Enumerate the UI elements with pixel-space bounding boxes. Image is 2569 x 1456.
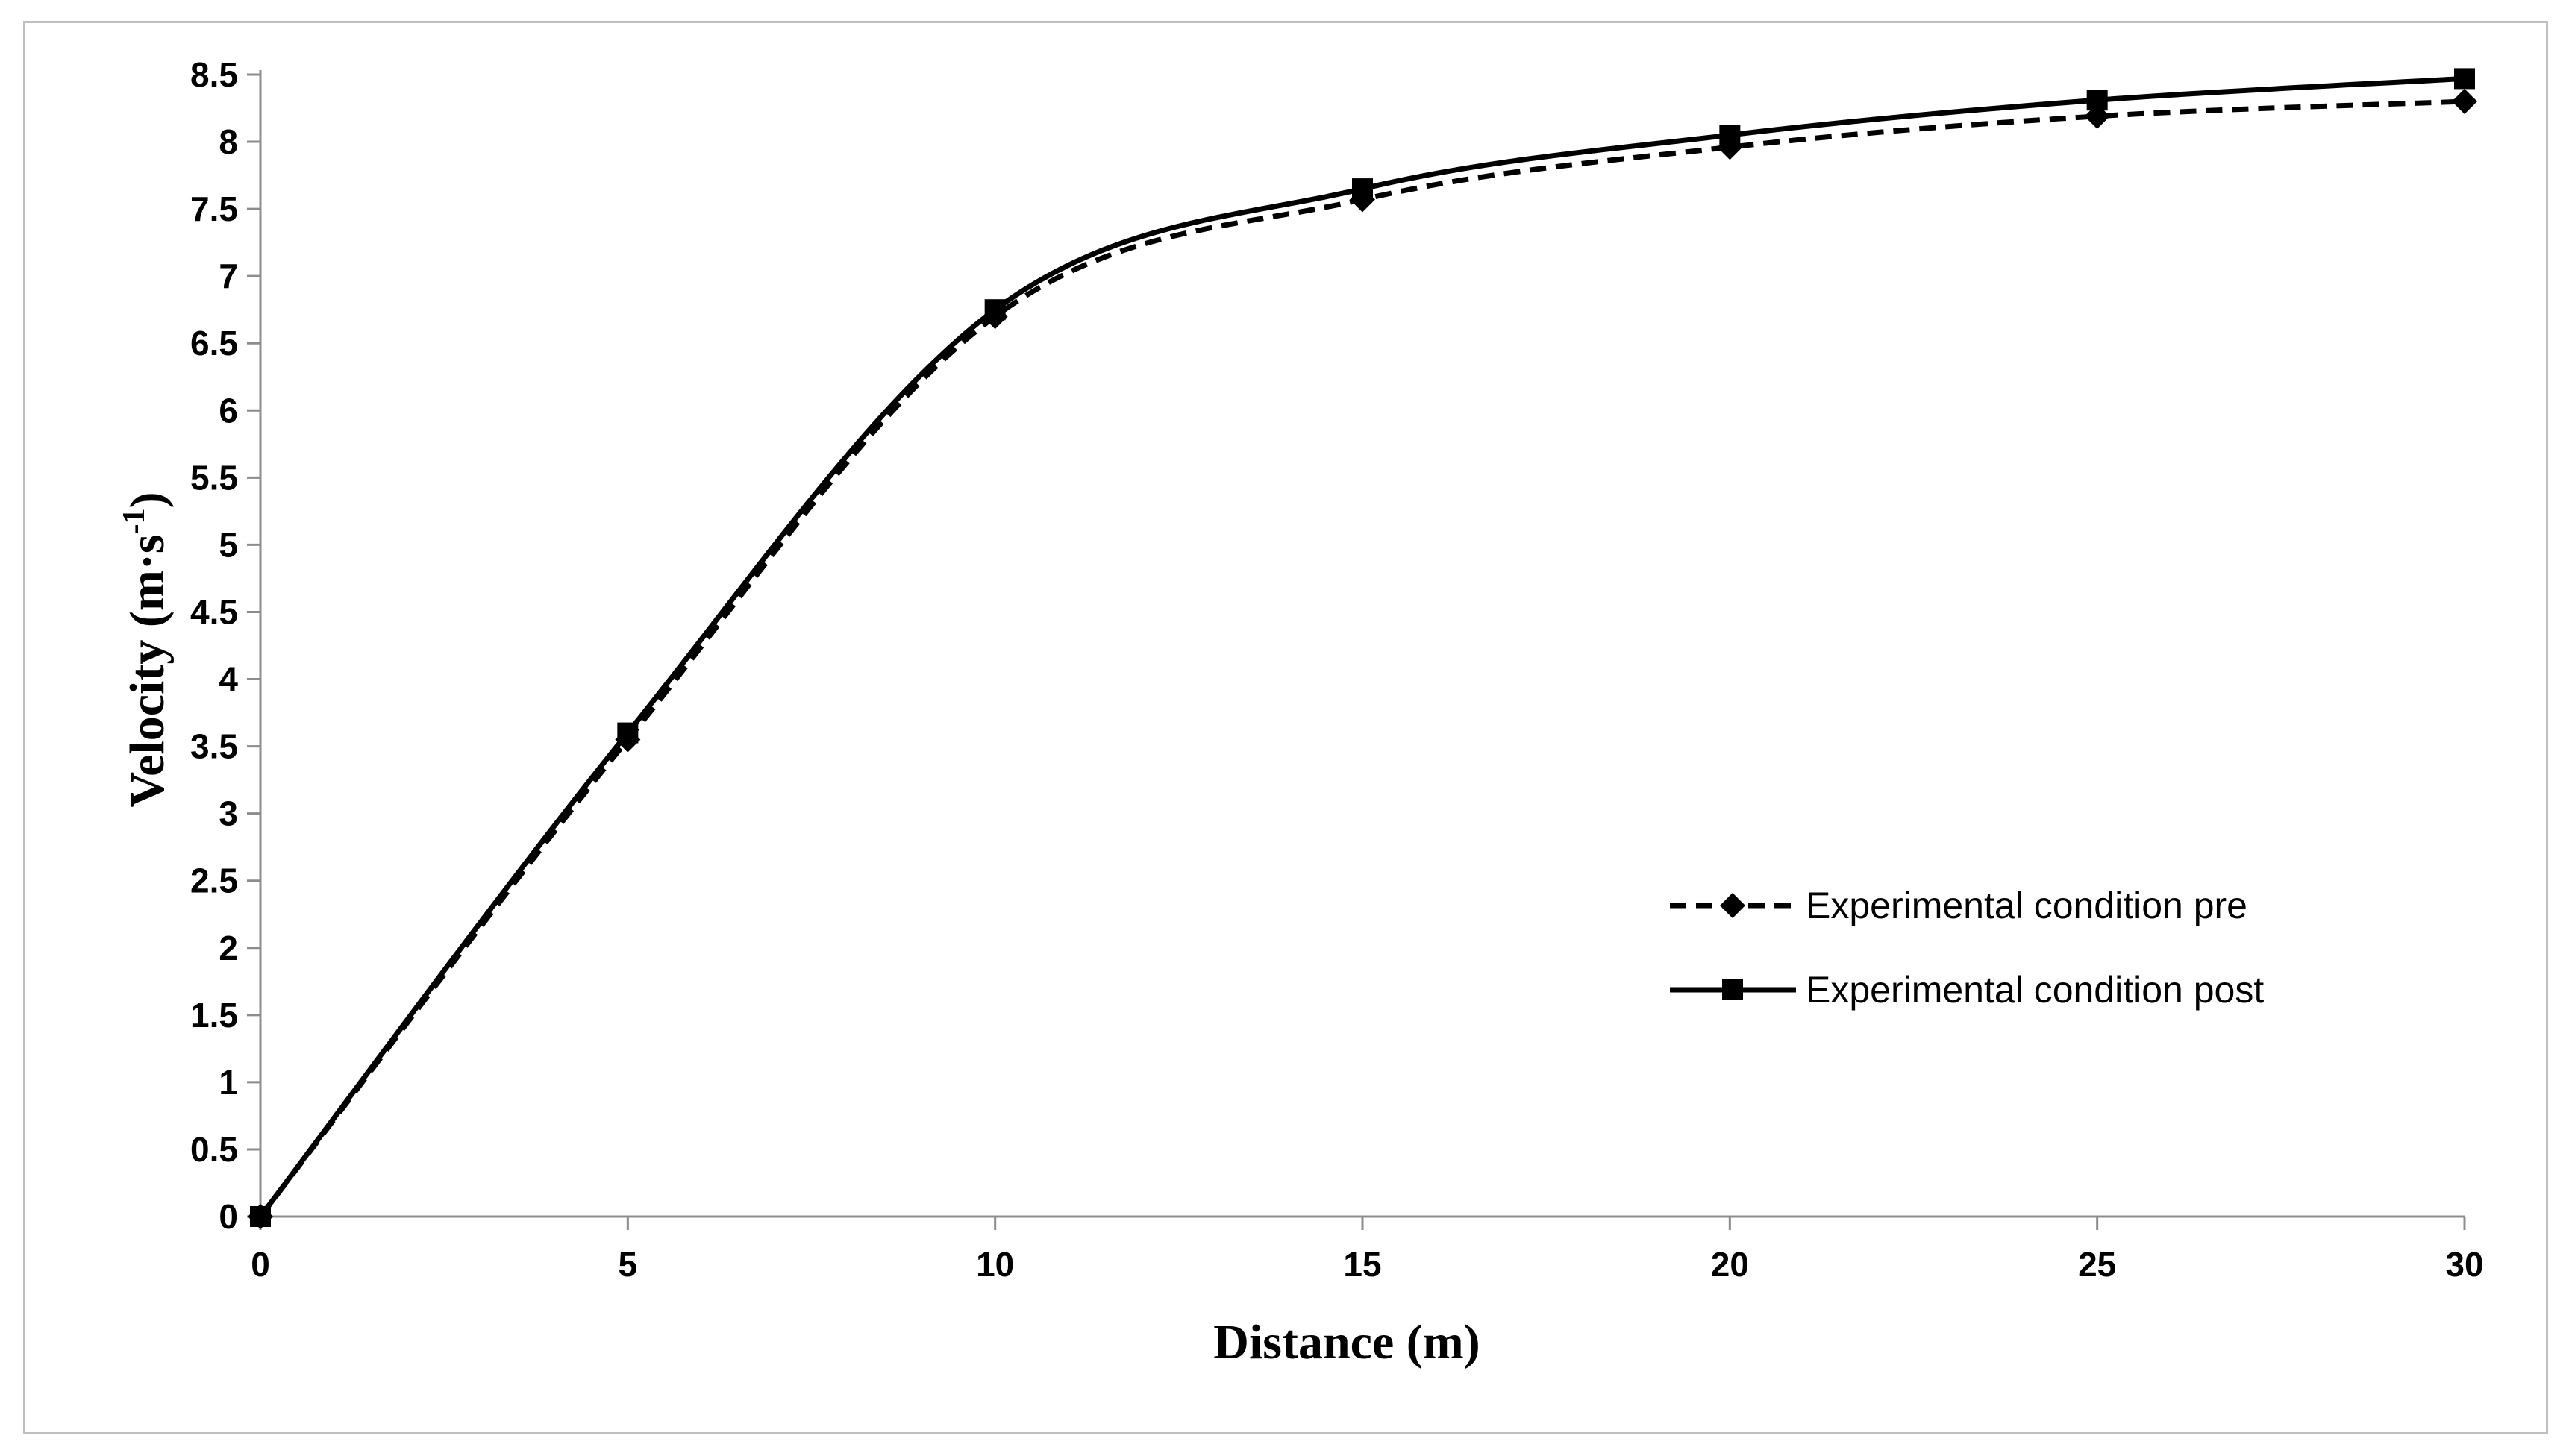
- legend-label-pre: Experimental condition pre: [1806, 885, 2247, 926]
- y-tick-label: 0.5: [190, 1130, 238, 1169]
- legend-entry-pre: Experimental condition pre: [1670, 885, 2247, 926]
- x-tick-label: 10: [976, 1245, 1014, 1284]
- legend-label-post: Experimental condition post: [1806, 969, 2264, 1011]
- legend: Experimental condition pre Experimental …: [1670, 885, 2264, 1011]
- y-tick-label: 7: [219, 257, 238, 295]
- chart-frame: 0 0.5 1 1.5 2 2.5 3 3.5 4 4.5 5 5.5 6 6.5 7 7.5 8 8.5 0 5 10…: [23, 21, 2548, 1434]
- y-tick-label: 1.5: [190, 996, 238, 1035]
- series-layer: [258, 75, 2465, 1219]
- legend-marker-post: [1722, 979, 1743, 1000]
- y-axis-title: Velocity (m·s-1): [117, 492, 175, 808]
- y-tick-label: 4.5: [190, 592, 238, 631]
- y-tick-label: 7.5: [190, 189, 238, 228]
- y-tick-label: 2.5: [190, 862, 238, 900]
- legend-marker-pre: [1720, 893, 1745, 918]
- data-point-post: [2086, 90, 2108, 111]
- data-point-post: [984, 299, 1006, 321]
- y-axis-title-close: ): [120, 492, 175, 509]
- x-tick-label: 25: [2078, 1245, 2116, 1284]
- legend-entry-post: Experimental condition post: [1670, 969, 2264, 1011]
- y-tick-label: 0: [219, 1197, 238, 1236]
- data-point-post: [2454, 68, 2475, 90]
- x-tick-label: 15: [1343, 1245, 1381, 1284]
- y-tick-label: 2: [219, 929, 238, 967]
- x-tick-label: 20: [1711, 1245, 1749, 1284]
- y-tick-label: 5.5: [190, 458, 238, 497]
- data-point-pre: [2452, 89, 2477, 115]
- y-tick-label: 5: [219, 525, 238, 564]
- y-tick-label: 1: [219, 1063, 238, 1102]
- y-tick-label: 8.5: [190, 55, 238, 94]
- y-tick-label: 4: [219, 660, 238, 699]
- data-point-post: [1352, 178, 1373, 200]
- y-tick-label: 6: [219, 391, 238, 430]
- chart-svg: 0 0.5 1 1.5 2 2.5 3 3.5 4 4.5 5 5.5 6 6.5 7 7.5 8 8.5 0 5 10…: [117, 55, 2484, 1369]
- x-tick-label: 0: [251, 1245, 270, 1284]
- data-point-post: [617, 722, 639, 744]
- data-point-post: [1719, 125, 1741, 146]
- x-axis-title: Distance (m): [1213, 1315, 1480, 1369]
- y-tick-label: 3: [219, 794, 238, 833]
- y-tick-label: 3.5: [190, 727, 238, 766]
- y-tick-label: 8: [219, 122, 238, 161]
- y-axis-title-main: Velocity (m·s: [120, 534, 175, 807]
- series-line-post: [258, 75, 2465, 1219]
- x-tick-label: 5: [619, 1245, 638, 1284]
- series-line-pre: [258, 98, 2465, 1219]
- y-axis-title-superscript: -1: [117, 508, 151, 534]
- markers-layer: [248, 68, 2477, 1229]
- y-tick-label: 6.5: [190, 324, 238, 363]
- axes: 0 0.5 1 1.5 2 2.5 3 3.5 4 4.5 5 5.5 6 6.5 7 7.5 8 8.5 0 5 10…: [190, 55, 2484, 1284]
- data-point-post: [250, 1206, 271, 1227]
- x-tick-label: 30: [2445, 1245, 2483, 1284]
